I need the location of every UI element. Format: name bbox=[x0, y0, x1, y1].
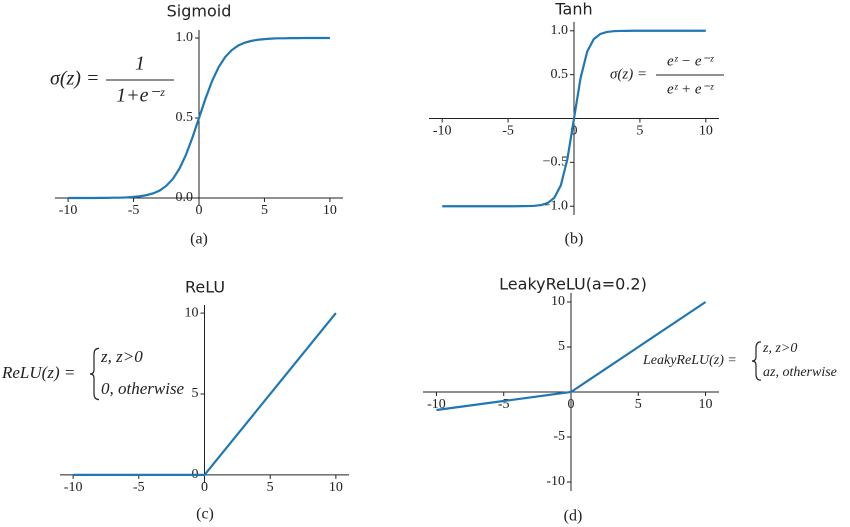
x-tick-label: 5 bbox=[635, 397, 642, 412]
caption: (a) bbox=[190, 231, 208, 248]
x-tick-label: 5 bbox=[261, 203, 268, 218]
x-tick-label: 0 bbox=[196, 203, 203, 218]
y-tick-label: 10 bbox=[551, 294, 565, 309]
y-tick-label: 0.5 bbox=[551, 67, 569, 82]
y-tick-label: 10 bbox=[185, 305, 199, 320]
formula-case: z, z>0 bbox=[762, 341, 797, 356]
formula-case: z, z>0 bbox=[100, 347, 143, 366]
y-tick-label: 5 bbox=[558, 339, 565, 354]
formula-denominator: eᶻ + e⁻ᶻ bbox=[667, 81, 714, 97]
x-tick-label: 10 bbox=[699, 397, 713, 412]
formula-denominator: 1+e⁻ᶻ bbox=[116, 85, 165, 107]
x-tick-label: 5 bbox=[267, 480, 274, 495]
caption: (b) bbox=[565, 231, 584, 248]
y-tick-label: 1.0 bbox=[176, 30, 194, 45]
chart-title: ReLU bbox=[185, 278, 225, 297]
formula-lhs: σ(z) = bbox=[50, 68, 99, 90]
formula-numerator: eᶻ − e⁻ᶻ bbox=[667, 53, 714, 69]
y-tick-label: 0.5 bbox=[176, 110, 194, 125]
x-tick-label: 0 bbox=[201, 480, 208, 495]
x-tick-label: -5 bbox=[502, 124, 514, 139]
x-tick-label: -5 bbox=[498, 397, 510, 412]
y-tick-label: −0.5 bbox=[543, 155, 568, 170]
formula-case: az, otherwise bbox=[763, 365, 837, 380]
y-tick-label: 1.0 bbox=[551, 23, 569, 38]
caption: (d) bbox=[564, 508, 583, 525]
caption: (c) bbox=[196, 506, 214, 523]
y-tick-label: 5 bbox=[192, 386, 199, 401]
brace bbox=[751, 341, 762, 381]
x-tick-label: -5 bbox=[133, 480, 145, 495]
curve bbox=[442, 29, 706, 208]
y-tick-label: -5 bbox=[553, 429, 565, 444]
x-tick-label: 10 bbox=[699, 124, 713, 139]
formula-lhs: LeakyReLU(z) = bbox=[642, 353, 737, 368]
curve bbox=[73, 312, 337, 477]
x-tick-label: -10 bbox=[59, 203, 78, 218]
y-tick-label: 0.0 bbox=[176, 190, 194, 205]
curve bbox=[436, 301, 707, 412]
chart-title: LeakyReLU(a=0.2) bbox=[499, 275, 647, 294]
y-tick-label: -10 bbox=[546, 474, 565, 489]
x-tick-label: 0 bbox=[571, 124, 578, 139]
formula-case: 0, otherwise bbox=[101, 379, 185, 398]
formula-lhs: σ(z) = bbox=[610, 66, 647, 82]
curve bbox=[68, 36, 330, 200]
x-tick-label: 10 bbox=[323, 203, 337, 218]
chart-title: Sigmoid bbox=[167, 2, 232, 21]
y-tick-label: −1.0 bbox=[543, 198, 568, 213]
x-tick-label: 5 bbox=[636, 124, 643, 139]
x-tick-label: 0 bbox=[568, 397, 575, 412]
x-tick-label: 10 bbox=[329, 480, 343, 495]
brace bbox=[89, 347, 100, 401]
formula-numerator: 1 bbox=[135, 53, 145, 75]
x-tick-label: -10 bbox=[433, 124, 452, 139]
chart-title: Tanh bbox=[554, 0, 592, 19]
x-tick-label: -10 bbox=[64, 480, 83, 495]
formula-lhs: ReLU(z) = bbox=[1, 363, 75, 382]
x-tick-label: -5 bbox=[128, 203, 140, 218]
